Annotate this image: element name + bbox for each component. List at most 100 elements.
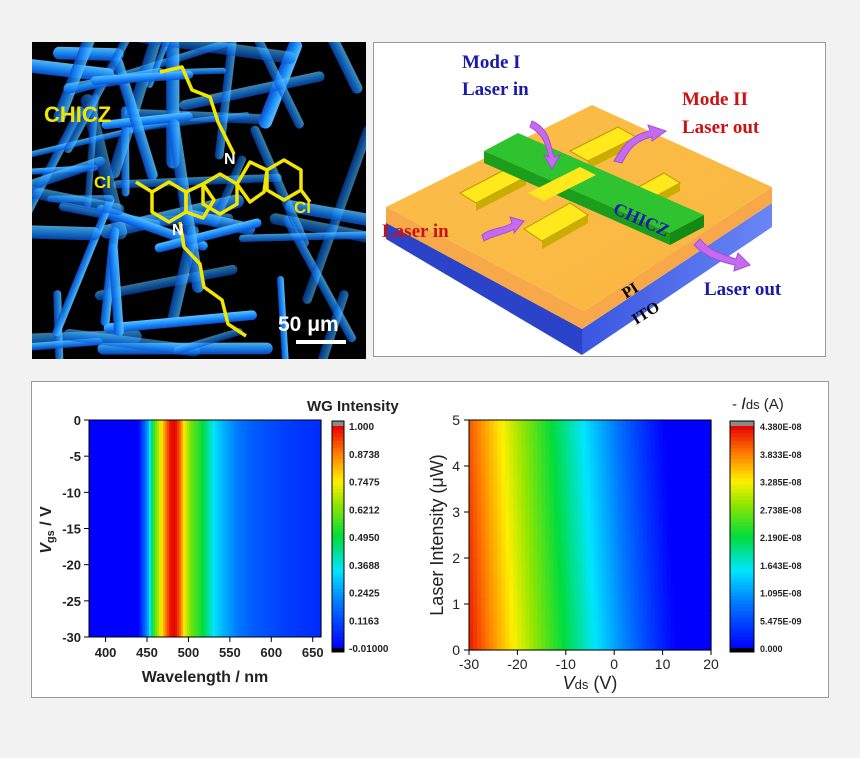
heatmap-cell bbox=[598, 552, 603, 559]
heatmap-cell bbox=[606, 437, 611, 444]
heatmap-cell bbox=[581, 454, 587, 461]
heatmap-cell bbox=[670, 489, 676, 496]
heatmap-cell bbox=[505, 425, 510, 433]
heatmap-cell bbox=[521, 483, 527, 490]
heatmap-cell bbox=[670, 460, 676, 467]
heatmap-cell bbox=[525, 535, 531, 542]
heatmap-cell bbox=[521, 615, 527, 622]
heatmap-cell bbox=[602, 540, 607, 548]
heatmap-cell bbox=[477, 558, 482, 565]
heatmap-cell bbox=[553, 454, 559, 461]
heatmap-cell bbox=[525, 581, 531, 588]
heatmap-cell bbox=[650, 425, 656, 433]
heatmap-cell bbox=[485, 489, 490, 496]
heatmap-cell bbox=[577, 500, 583, 507]
heatmap-cell bbox=[658, 489, 664, 496]
heatmap-column bbox=[151, 420, 154, 637]
heatmap-cell bbox=[521, 609, 527, 617]
heatmap-cell bbox=[485, 460, 490, 467]
heatmap-cell bbox=[501, 471, 506, 479]
heatmap-cell bbox=[529, 592, 535, 599]
heatmap-cell bbox=[706, 586, 712, 594]
heatmap-cell bbox=[674, 437, 680, 444]
heatmap-cell bbox=[678, 598, 684, 605]
heatmap-cell bbox=[634, 644, 639, 651]
heatmap-cell bbox=[501, 644, 506, 651]
heatmap-cell bbox=[513, 540, 518, 548]
heatmap-cell bbox=[481, 437, 486, 444]
heatmap-cell bbox=[634, 471, 639, 479]
heatmap-cell bbox=[485, 563, 490, 571]
heatmap-cell bbox=[678, 644, 684, 651]
heatmap-cell bbox=[513, 460, 518, 467]
heatmap-cell bbox=[573, 529, 579, 536]
heatmap-column bbox=[181, 420, 184, 637]
heatmap-cell bbox=[529, 431, 535, 438]
heatmap-cell bbox=[678, 466, 684, 473]
heatmap-cell bbox=[585, 500, 591, 507]
heatmap-cell bbox=[690, 563, 696, 571]
heatmap-cell bbox=[630, 512, 635, 519]
heatmap-cell bbox=[650, 621, 656, 628]
heatmap-cell bbox=[686, 632, 692, 640]
heatmap-cell bbox=[561, 609, 567, 617]
heatmap-cell bbox=[493, 546, 498, 553]
heatmap-cell bbox=[638, 535, 644, 542]
heatmap-cell bbox=[602, 563, 607, 571]
heatmap-cell bbox=[642, 621, 648, 628]
microwire-rod bbox=[277, 275, 291, 359]
heatmap-cell bbox=[481, 483, 486, 490]
heatmap-cell bbox=[585, 425, 591, 433]
heatmap-cell bbox=[485, 644, 490, 651]
heatmap-cell bbox=[666, 586, 672, 594]
heatmap-cell bbox=[569, 581, 575, 588]
heatmap-cell bbox=[682, 477, 688, 484]
heatmap-column bbox=[225, 420, 228, 637]
heatmap-cell bbox=[670, 517, 676, 525]
heatmap-cell bbox=[654, 437, 660, 444]
heatmap-cell bbox=[493, 460, 498, 467]
heatmap-cell bbox=[473, 523, 478, 530]
heatmap-cell bbox=[497, 638, 502, 645]
heatmap-cell bbox=[602, 586, 607, 594]
heatmap-cell bbox=[553, 615, 559, 622]
heatmap-cell bbox=[642, 535, 648, 542]
heatmap-cell bbox=[614, 644, 619, 651]
heatmap-cell bbox=[565, 609, 571, 617]
chart2-xtick-label: -20 bbox=[507, 656, 527, 672]
heatmap-cell bbox=[690, 437, 696, 444]
chart1-colorbar-label: 0.2425 bbox=[349, 589, 380, 600]
chart2-colorbar-label: 1.095E-08 bbox=[760, 589, 802, 599]
heatmap-column bbox=[169, 420, 172, 637]
heatmap-cell bbox=[509, 443, 514, 450]
heatmap-cell bbox=[606, 425, 611, 433]
heatmap-cell bbox=[602, 517, 607, 525]
heatmap-cell bbox=[529, 443, 535, 450]
heatmap-cell bbox=[577, 604, 583, 611]
heatmap-cell bbox=[662, 483, 668, 490]
heatmap-cell bbox=[529, 535, 535, 542]
heatmap-cell bbox=[565, 632, 571, 640]
chart2-frame bbox=[468, 419, 712, 651]
heatmap-cell bbox=[690, 609, 696, 617]
heatmap-cell bbox=[565, 540, 571, 548]
heatmap-cell bbox=[642, 592, 648, 599]
heatmap-cell bbox=[606, 632, 611, 640]
heatmap-cell bbox=[702, 552, 708, 559]
heatmap-cell bbox=[573, 500, 579, 507]
heatmap-cell bbox=[654, 644, 660, 651]
heatmap-cell bbox=[477, 644, 482, 651]
heatmap-cell bbox=[698, 638, 704, 645]
heatmap-cell bbox=[537, 540, 543, 548]
heatmap-cell bbox=[529, 615, 535, 622]
heatmap-cell bbox=[650, 627, 656, 634]
microwire-rod bbox=[250, 125, 309, 248]
heatmap-cell bbox=[509, 575, 514, 582]
heatmap-cell bbox=[614, 512, 619, 519]
heatmap-cell bbox=[561, 540, 567, 548]
heatmap-cell bbox=[541, 460, 547, 467]
heatmap-cell bbox=[577, 437, 583, 444]
heatmap-cell bbox=[481, 621, 486, 628]
heatmap-cell bbox=[485, 638, 490, 645]
heatmap-cell bbox=[614, 575, 619, 582]
